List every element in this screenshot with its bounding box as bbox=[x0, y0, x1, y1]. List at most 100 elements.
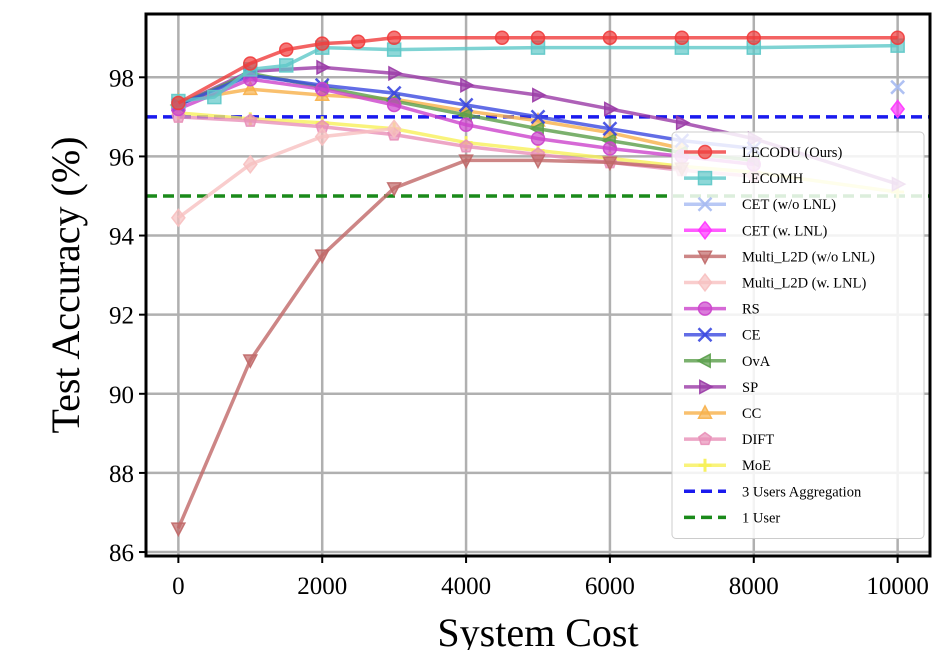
data-point bbox=[698, 458, 712, 472]
data-point bbox=[314, 81, 330, 97]
data-point bbox=[242, 154, 258, 175]
legend-entry: LECOMH bbox=[684, 170, 804, 187]
data-point bbox=[697, 144, 713, 160]
data-point bbox=[386, 42, 402, 57]
data-point bbox=[602, 156, 618, 172]
x-tick-label: 6000 bbox=[585, 573, 635, 600]
data-point bbox=[602, 121, 618, 137]
legend-label: Multi_L2D (w. LNL) bbox=[742, 276, 866, 292]
legend-label: DIFT bbox=[742, 432, 774, 448]
data-point bbox=[675, 115, 691, 131]
legend-label: CE bbox=[742, 328, 761, 344]
legend-label: 3 Users Aggregation bbox=[742, 484, 862, 500]
data-point bbox=[746, 30, 762, 45]
data-point bbox=[530, 131, 546, 146]
data-point bbox=[279, 58, 294, 73]
data-point bbox=[207, 89, 222, 105]
legend-label: SP bbox=[742, 380, 758, 396]
legend-entry: CC bbox=[684, 404, 761, 422]
legend-entry: RS bbox=[684, 301, 760, 318]
data-point bbox=[890, 99, 906, 119]
y-tick-label: 92 bbox=[109, 303, 134, 330]
data-point bbox=[602, 141, 618, 156]
legend-entry: DIFT bbox=[684, 431, 774, 448]
data-point bbox=[386, 119, 402, 139]
data-point bbox=[697, 220, 713, 240]
data-point bbox=[171, 95, 186, 111]
x-tick-label: 10000 bbox=[866, 573, 929, 600]
data-point bbox=[697, 301, 713, 316]
data-point bbox=[242, 354, 259, 369]
series-line bbox=[177, 126, 395, 220]
x-tick-label: 8000 bbox=[729, 573, 779, 600]
data-point bbox=[697, 404, 713, 419]
data-point bbox=[697, 431, 713, 446]
x-tick-labels: 0 2000 4000 6000 8000 10000 bbox=[172, 573, 929, 600]
data-point bbox=[697, 196, 713, 212]
data-point bbox=[530, 30, 546, 45]
legend-label: Multi_L2D (w/o LNL) bbox=[742, 249, 875, 265]
data-point bbox=[459, 139, 474, 153]
data-point bbox=[603, 101, 619, 117]
data-point bbox=[530, 109, 546, 125]
x-axis-title: System Cost bbox=[437, 610, 638, 650]
data-point bbox=[532, 87, 547, 103]
data-point bbox=[890, 30, 905, 45]
data-point bbox=[697, 250, 713, 266]
series-0 bbox=[171, 30, 905, 111]
series-5 bbox=[170, 119, 402, 228]
y-tick-labels: 86 88 90 92 94 96 98 bbox=[109, 65, 135, 567]
data-point bbox=[460, 77, 475, 93]
data-point bbox=[386, 97, 402, 113]
legend-entry: Multi_L2D (w. LNL) bbox=[684, 272, 866, 293]
data-point bbox=[697, 272, 713, 293]
data-point bbox=[314, 36, 330, 51]
legend-entry: 1 User bbox=[684, 510, 780, 526]
y-tick-label: 98 bbox=[109, 65, 134, 92]
legend-label: LECOMH bbox=[742, 171, 804, 187]
tick-marks bbox=[139, 76, 899, 563]
legend: LECODU (Ours) LECOMH CET (w/o LNL) CET (w. … bbox=[671, 131, 925, 539]
data-point bbox=[170, 522, 187, 538]
legend-entry: CE bbox=[684, 327, 761, 344]
data-point bbox=[530, 154, 546, 170]
data-point bbox=[350, 34, 366, 49]
data-point bbox=[602, 30, 618, 45]
data-point bbox=[458, 97, 474, 113]
legend-entry: CET (w/o LNL) bbox=[684, 196, 836, 213]
legend-entry: CET (w. LNL) bbox=[684, 220, 828, 240]
data-point bbox=[386, 182, 402, 197]
data-point bbox=[314, 126, 330, 147]
data-point bbox=[386, 85, 402, 101]
series-3 bbox=[890, 99, 906, 119]
legend-entry: Multi_L2D (w/o LNL) bbox=[684, 249, 875, 265]
data-point bbox=[279, 42, 294, 57]
x-tick-label: 2000 bbox=[297, 573, 347, 600]
data-point bbox=[696, 353, 711, 369]
y-tick-label: 96 bbox=[109, 144, 134, 171]
data-point bbox=[388, 65, 403, 82]
legend-entry: MoE bbox=[684, 458, 771, 474]
series-line bbox=[178, 87, 683, 151]
data-point bbox=[170, 208, 186, 228]
legend-label: CET (w/o LNL) bbox=[742, 197, 836, 213]
data-point bbox=[314, 249, 330, 265]
data-point bbox=[243, 113, 258, 127]
legend-entry: SP bbox=[684, 379, 758, 396]
data-point bbox=[494, 30, 510, 45]
data-point bbox=[386, 30, 402, 45]
data-point bbox=[699, 379, 714, 395]
legend-label: LECODU (Ours) bbox=[742, 145, 842, 161]
plot-frame bbox=[144, 12, 932, 558]
data-point bbox=[458, 117, 474, 133]
legend-box bbox=[671, 131, 925, 539]
data-point bbox=[697, 170, 713, 186]
series-lines bbox=[169, 30, 907, 538]
data-point bbox=[697, 327, 713, 343]
series-2 bbox=[890, 79, 906, 95]
legend-entry: LECODU (Ours) bbox=[684, 144, 842, 161]
data-point bbox=[458, 154, 474, 170]
data-point bbox=[674, 30, 690, 45]
legend-entry: 3 Users Aggregation bbox=[684, 484, 862, 500]
